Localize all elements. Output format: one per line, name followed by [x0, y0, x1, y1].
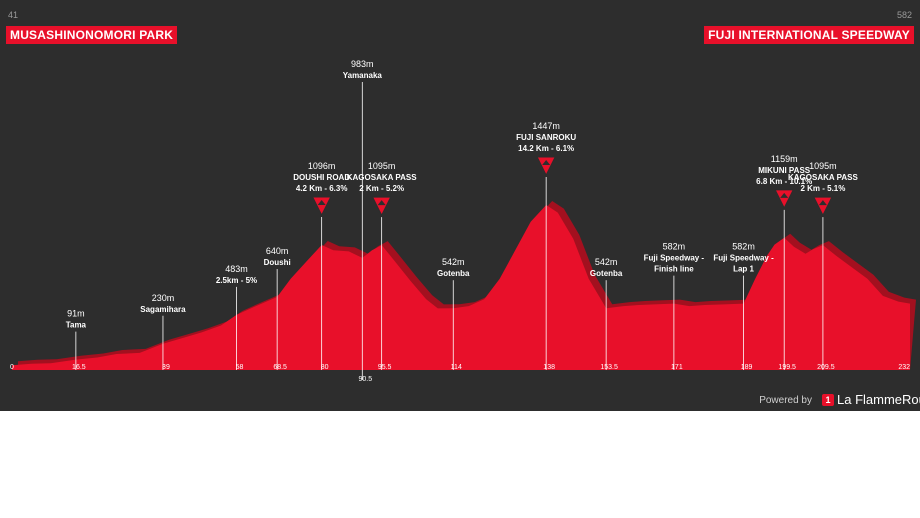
waypoint-label: 2 Km - 5.1% [800, 184, 845, 193]
start-elevation: 41 [8, 10, 19, 20]
x-tick-label: 153.5 [600, 364, 618, 371]
start-location-tag: MUSASHINONOMORI PARK [6, 26, 178, 44]
waypoint-elevation: 542m [595, 257, 618, 267]
waypoint-label: 14.2 Km - 6.1% [518, 144, 574, 153]
waypoint-label: Lap 1 [733, 265, 754, 274]
waypoint-label: Gotenba [590, 269, 623, 278]
mountain-icon [818, 200, 827, 206]
x-tick-label: 232 [898, 364, 910, 371]
waypoint-elevation: 483m [225, 264, 248, 274]
x-tick-label: 199.5 [778, 364, 796, 371]
flame-rouge-icon: 1 [822, 394, 834, 406]
waypoint-elevation: 1096m [308, 161, 336, 171]
waypoint-label: 4.2 Km - 6.3% [296, 184, 348, 193]
waypoint-elevation: 1095m [809, 161, 837, 171]
x-tick-label: 58 [236, 364, 244, 371]
mountain-icon [317, 200, 326, 206]
climb-marker-icon [774, 189, 795, 209]
profile-area [12, 205, 910, 370]
powered-by-label: Powered by [759, 395, 812, 406]
x-tick-label: 90.5 [358, 376, 372, 383]
waypoint-label: Yamanaka [343, 71, 383, 80]
climb-marker-icon [813, 196, 833, 217]
waypoint-label: Tama [66, 321, 87, 330]
waypoint-elevation: 640m [266, 246, 289, 256]
waypoint-label: 2 Km - 5.2% [359, 184, 404, 193]
waypoint-elevation: 1159m [771, 154, 798, 164]
brand-name: La FlammeRouge [837, 392, 920, 407]
x-tick-label: 39 [162, 364, 170, 371]
waypoint-elevation: 1447m [532, 121, 560, 131]
climb-marker-icon [311, 196, 332, 217]
waypoint-elevation: 1095m [368, 161, 396, 171]
mountain-icon [542, 160, 551, 165]
waypoint-elevation: 91m [67, 309, 85, 319]
waypoint-elevation: 542m [442, 257, 465, 267]
waypoint-label: Doushi [264, 258, 291, 267]
waypoint-elevation: 983m [351, 59, 374, 69]
waypoint-label: 2.5km - 5% [216, 276, 257, 285]
brand-logo: 1La FlammeRouge [822, 392, 920, 407]
x-tick-label: 209.5 [817, 364, 835, 371]
waypoint-label: Gotenba [437, 269, 470, 278]
waypoint-label: FUJI SANROKU [516, 133, 576, 142]
finish-location-tag: FUJI INTERNATIONAL SPEEDWAY [704, 26, 914, 44]
x-tick-label: 95.5 [378, 364, 392, 371]
finish-elevation: 582 [896, 10, 912, 20]
x-tick-label: 68.5 [273, 364, 287, 371]
x-tick-label: 80 [321, 364, 329, 371]
waypoint-label: Fuji Speedway - [644, 254, 705, 263]
climb-marker-icon [536, 156, 556, 177]
waypoint-label: MIKUNI PASS [758, 166, 811, 175]
x-tick-label: 189 [741, 364, 753, 371]
climb-marker-icon [371, 196, 392, 217]
x-tick-label: 16.5 [72, 364, 86, 371]
mountain-icon [780, 192, 789, 198]
waypoint-label: Sagamihara [140, 305, 186, 314]
waypoint-elevation: 582m [732, 242, 755, 252]
mountain-icon [377, 200, 386, 206]
waypoint-label: KAGOSAKA PASS [788, 173, 858, 182]
waypoint-label: Finish line [654, 265, 694, 274]
waypoint-label: DOUSHI ROAD [293, 173, 350, 182]
x-tick-label: 138 [543, 364, 555, 371]
waypoint-label: Fuji Speedway - [713, 254, 774, 263]
stage-profile-panel: 41 MUSASHINONOMORI PARK 582 FUJI INTERNA… [0, 0, 920, 411]
waypoint-label: 6.8 Km - 10.1% [756, 177, 812, 186]
x-tick-label: 0 [10, 364, 14, 371]
x-tick-label: 114 [451, 364, 462, 371]
waypoint-label: KAGOSAKA PASS [347, 173, 417, 182]
x-tick-label: 171 [671, 364, 683, 371]
waypoint-elevation: 230m [152, 293, 175, 303]
waypoint-elevation: 582m [663, 242, 686, 252]
elevation-profile-chart: 91m Tama 230m Sagamihara 483m 2.5km - 5% 640m D… [10, 59, 916, 383]
